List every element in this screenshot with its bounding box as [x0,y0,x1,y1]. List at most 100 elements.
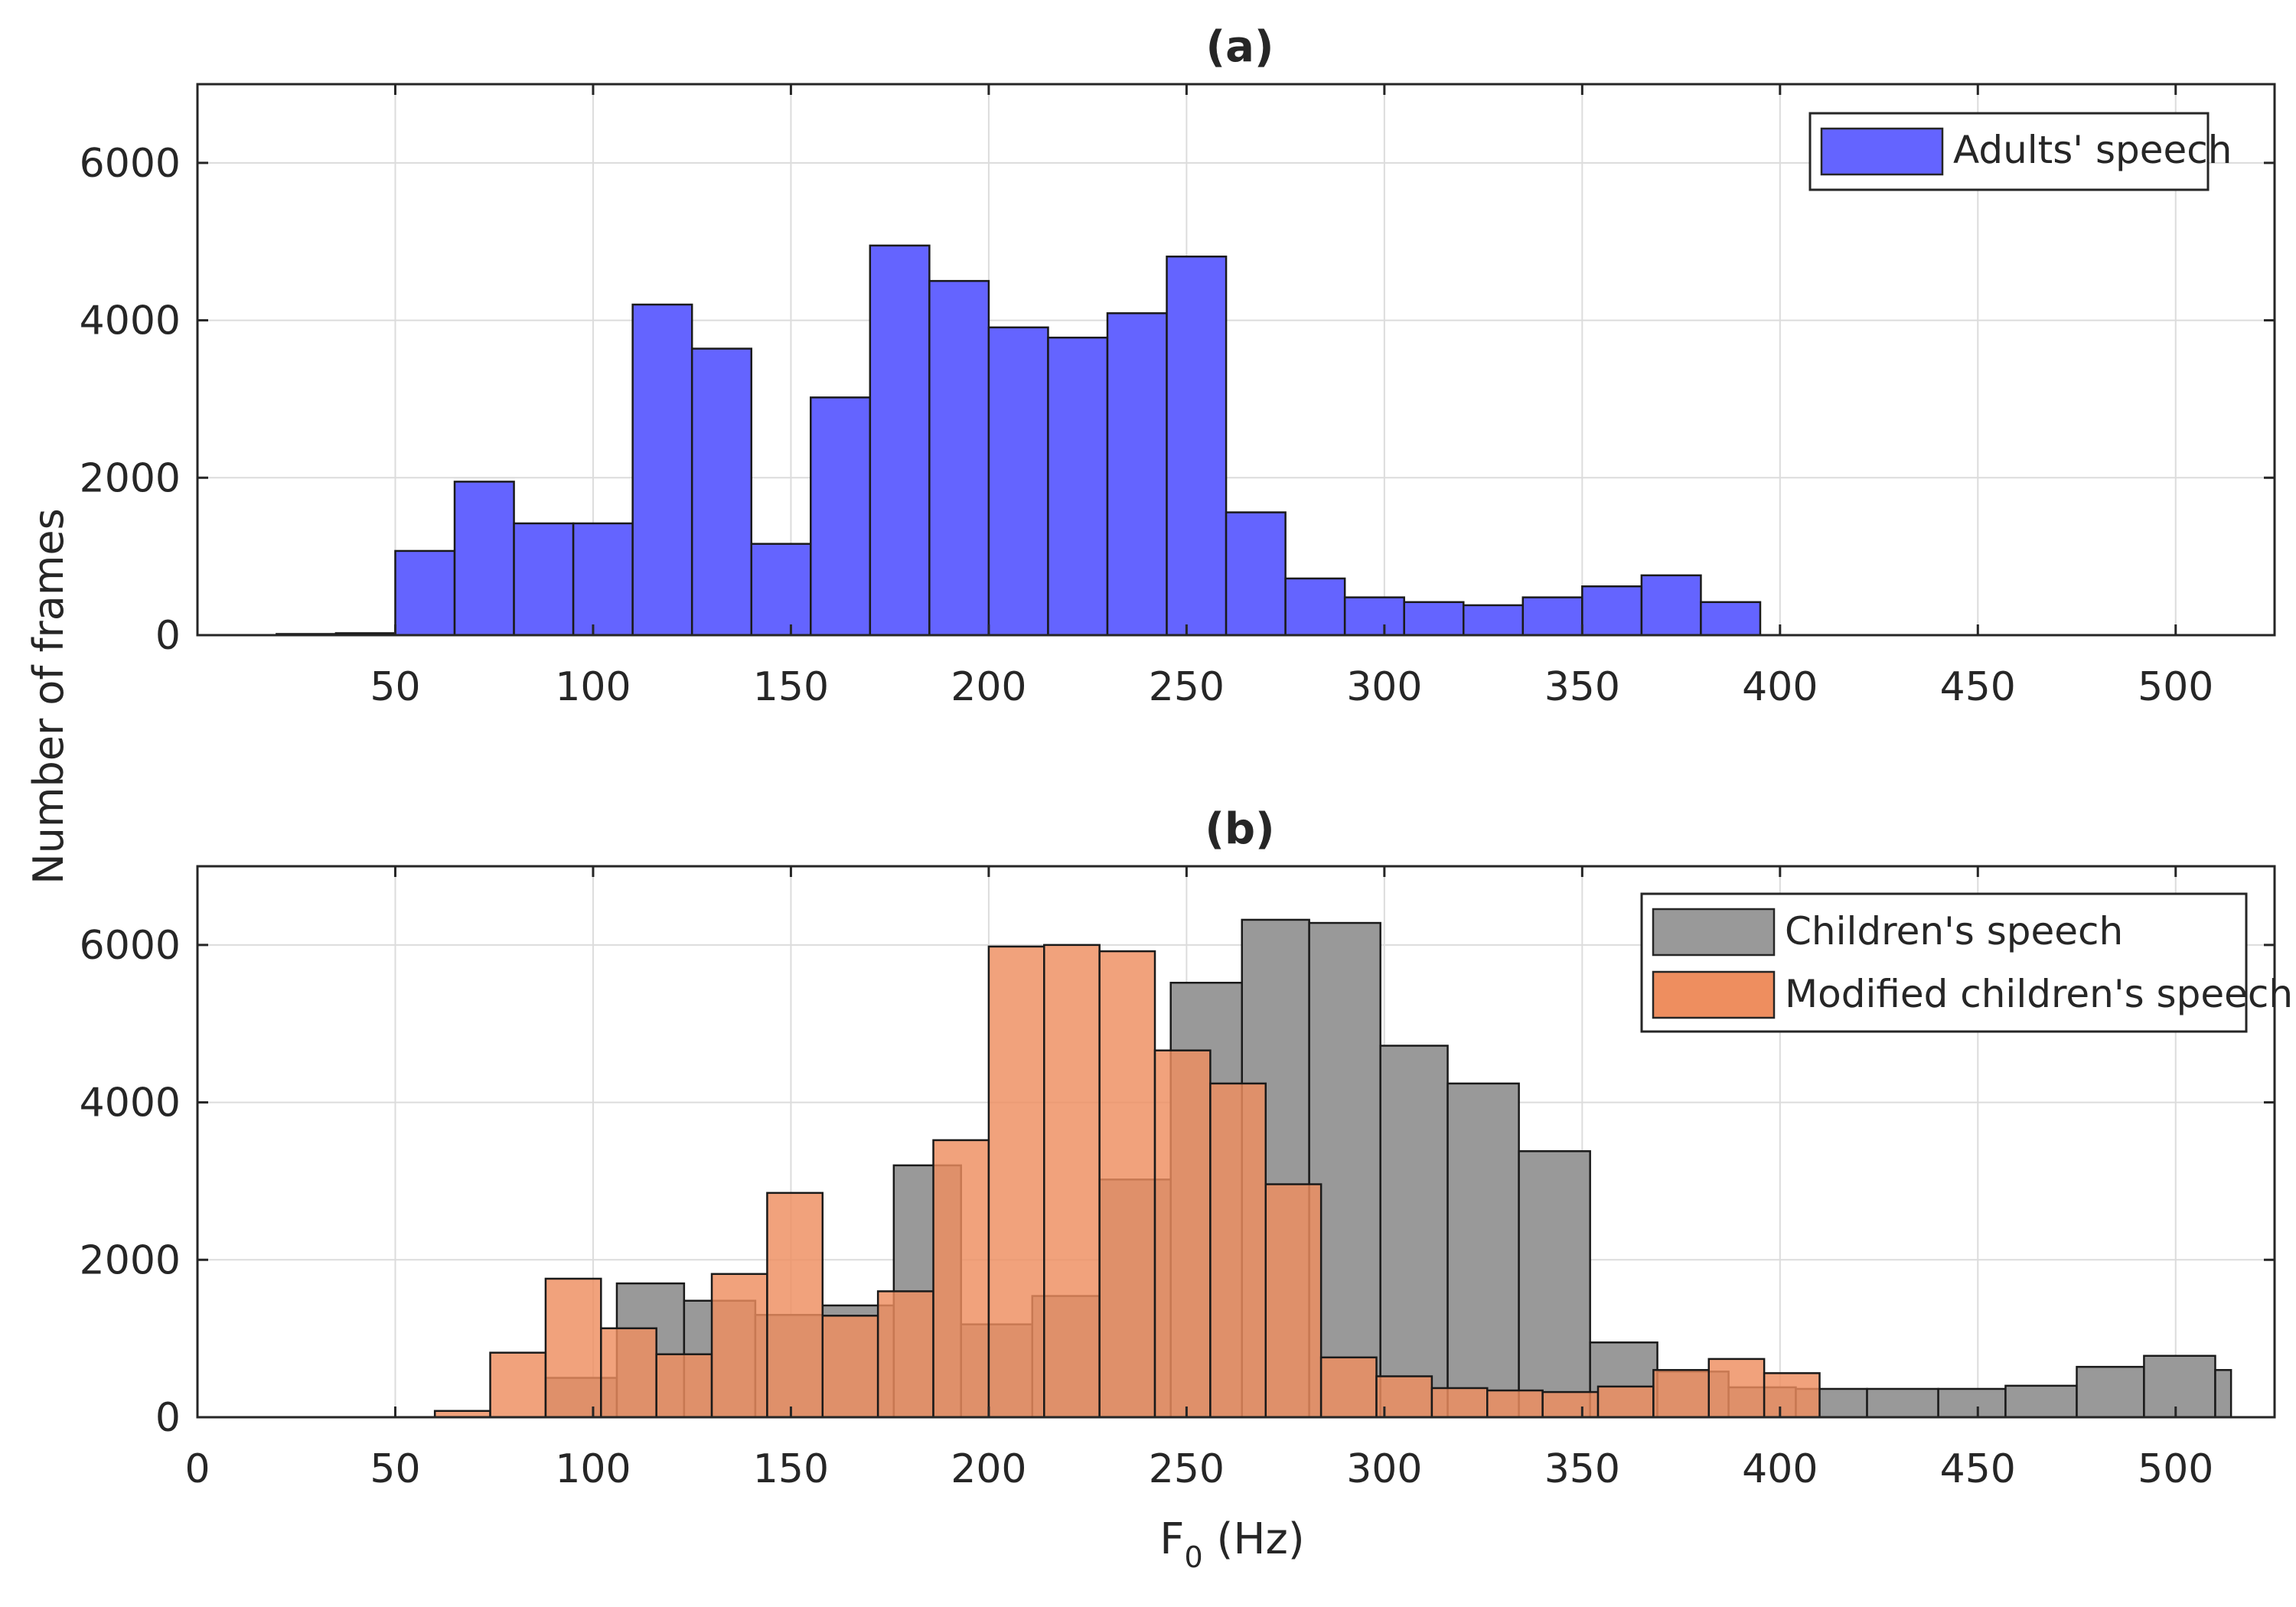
panel-b-xtick-label-250: 250 [1149,1446,1225,1492]
panel-b-bar-modified-children-s-speech-8 [876,1290,934,1419]
panel-b-bar-children-s-speech-13 [1446,1082,1520,1419]
panel-a-bar-adults-speech-22 [1581,585,1643,637]
panel-b-ytick-label-0: 0 [155,1395,181,1441]
panel-a-bar-adults-speech-23 [1640,574,1702,637]
panel-a-bar-adults-speech-24 [1700,601,1762,637]
panel-b-xtick-label-100: 100 [555,1446,631,1492]
panel-b-bar-modified-children-s-speech-5 [710,1273,768,1419]
panel-b-title: (b) [1205,804,1274,854]
panel-b-ytick-label-2000: 2000 [80,1237,181,1283]
legend-b-label-modified: Modified children's speech [1785,972,2293,1016]
panel-a-bar-adults-speech-20 [1462,604,1525,637]
panel-b-bar-modified-children-s-speech-4 [655,1353,713,1419]
panel-b-bar-modified-children-s-speech-15 [1264,1183,1322,1419]
panel-b-xtick-label-150: 150 [753,1446,829,1492]
panel-a-xtick-label-200: 200 [951,664,1026,710]
panel-b-bar-children-s-speech-12 [1379,1045,1449,1419]
panel-a-bar-adults-speech-21 [1521,596,1583,637]
panel-a-bar-adults-speech-7 [690,347,752,637]
panel-a-xtick-label-400: 400 [1742,664,1818,710]
panel-b-bar-modified-children-s-speech-1 [489,1351,547,1419]
panel-b-bar-modified-children-s-speech-23 [1707,1358,1766,1419]
panel-a-bar-adults-speech-19 [1403,601,1465,637]
xlabel-unit: (Hz) [1203,1514,1305,1564]
panel-a-xtick-label-50: 50 [370,664,420,710]
panel-b-bar-modified-children-s-speech-10 [987,945,1045,1419]
panel-b-bar-modified-children-s-speech-2 [544,1277,602,1419]
panel-a-bar-adults-speech-15 [1166,256,1228,637]
panel-a-bar-adults-speech-3 [453,481,515,637]
panel-a-xtick-label-150: 150 [753,664,829,710]
panel-b-bar-modified-children-s-speech-16 [1319,1356,1378,1419]
panel-b-axes-box [196,865,2276,1419]
panel-a-xtick-label-100: 100 [555,664,631,710]
panel-b-bar-modified-children-s-speech-24 [1763,1372,1821,1419]
panel-b-bar-modified-children-s-speech-21 [1596,1385,1655,1419]
panel-b-bar-modified-children-s-speech-20 [1541,1390,1600,1419]
panel-b-ytick-label-6000: 6000 [80,923,181,969]
panel-b-bar-modified-children-s-speech-12 [1098,950,1156,1419]
panel-b-xtick-label-350: 350 [1544,1446,1620,1492]
panel-a-xtick-label-250: 250 [1149,664,1225,710]
panel-b-ytick-label-4000: 4000 [80,1081,181,1126]
panel-a-bar-adults-speech-12 [987,326,1049,637]
panel-a-ytick-label-2000: 2000 [80,455,181,501]
panel-b-bar-children-s-speech-14 [1518,1150,1591,1419]
panel-b-xlabel: F0 (Hz) [1159,1514,1304,1574]
panel-b-xtick-label-50: 50 [370,1446,420,1492]
panel-a-bar-adults-speech-4 [513,522,575,637]
panel-a-bar-adults-speech-10 [869,244,931,637]
panel-b-bar-modified-children-s-speech-13 [1153,1049,1212,1419]
panel-b-bar-children-s-speech-24 [2214,1369,2232,1419]
panel-a-bar-adults-speech-6 [631,303,693,637]
panel-b-bar-modified-children-s-speech-14 [1209,1082,1267,1419]
panel-a-bar-adults-speech-2 [394,549,456,637]
panel-b-bar-modified-children-s-speech-6 [766,1191,824,1419]
panel-b-bar-children-s-speech-20 [1937,1387,2007,1419]
panel-a-bars [276,244,1762,637]
panel-a-ytick-label-0: 0 [155,613,181,659]
panel-a-bar-adults-speech-17 [1284,577,1346,637]
panel-a: (a) 50 100 150 200 250 300 350 400 450 500 0 2000 40… [80,22,2276,710]
panel-a-xtick-label-450: 450 [1940,664,2016,710]
panel-a-xtick-label-500: 500 [2138,664,2213,710]
panel-a-bar-adults-speech-11 [928,279,990,637]
panel-b-bars [433,918,2232,1419]
shared-ylabel: Number of frames [24,508,73,885]
panel-b-bar-modified-children-s-speech-22 [1652,1369,1711,1419]
panel-a-title: (a) [1206,22,1274,72]
panel-a-ytick-label-4000: 4000 [80,298,181,344]
panel-b-bar-modified-children-s-speech-17 [1375,1375,1433,1419]
panel-b-bar-children-s-speech-22 [2076,1365,2145,1419]
panel-a-legend: Adults' speech [1808,112,2232,191]
panel-b-xtick-label-300: 300 [1346,1446,1422,1492]
panel-b-bar-modified-children-s-speech-11 [1043,944,1101,1419]
legend-b-swatch-children [1652,908,1776,957]
panel-a-bar-adults-speech-5 [572,522,634,637]
panel-a-xtick-label-300: 300 [1346,664,1422,710]
panel-b-bar-children-s-speech-21 [2004,1384,2078,1419]
panel-b-xtick-label-400: 400 [1742,1446,1818,1492]
panel-b-bar-modified-children-s-speech-19 [1486,1389,1544,1419]
legend-b-label-children: Children's speech [1785,909,2123,953]
panel-b-xtick-label-0: 0 [184,1446,210,1492]
panel-a-bar-adults-speech-18 [1343,596,1405,637]
panel-b-bar-children-s-speech-23 [2143,1354,2216,1419]
panel-b-bar-modified-children-s-speech-3 [600,1327,657,1419]
xlabel-main: F [1159,1514,1184,1564]
panel-b-bar-children-s-speech-19 [1866,1387,1939,1419]
xlabel-subscript: 0 [1185,1540,1203,1574]
panel-a-ticks: 50 100 150 200 250 300 350 400 450 500 0 2000 4000 60… [80,84,2275,710]
panel-b-bar-modified-children-s-speech-7 [821,1315,879,1419]
legend-b-swatch-modified [1652,970,1776,1019]
panel-a-bar-adults-speech-14 [1106,312,1168,637]
panel-a-bar-adults-speech-13 [1047,336,1109,637]
panel-a-axes-box [196,83,2276,637]
panel-b-xtick-label-500: 500 [2138,1446,2213,1492]
legend-a-swatch-adults [1820,127,1944,176]
panel-a-ytick-label-6000: 6000 [80,141,181,187]
panel-a-xtick-label-350: 350 [1544,664,1620,710]
panel-b: (b) 0 50 100 150 200 250 300 350 400 450 500 0 2000 4… [80,804,2293,1574]
panel-a-bar-adults-speech-9 [810,396,872,637]
